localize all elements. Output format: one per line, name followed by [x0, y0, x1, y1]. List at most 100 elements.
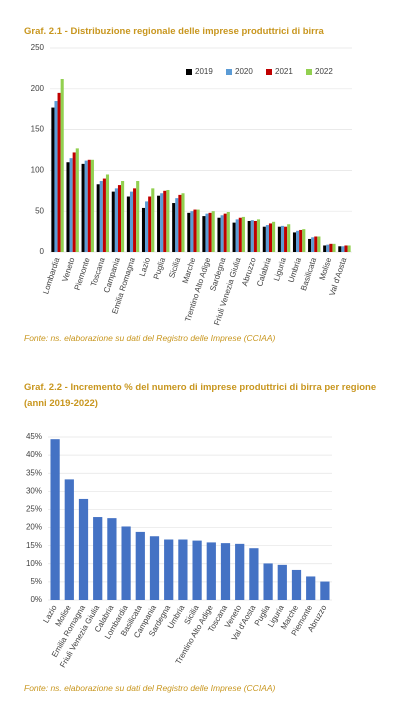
bar	[235, 543, 245, 600]
bar	[160, 193, 164, 252]
bar	[205, 213, 209, 252]
bar	[151, 188, 155, 252]
bar	[220, 215, 224, 252]
bar	[64, 479, 74, 600]
bar	[341, 246, 345, 252]
bar	[347, 245, 351, 252]
bar	[157, 195, 161, 252]
y-tick-label: 50	[35, 206, 44, 215]
bar	[308, 238, 312, 252]
bar	[148, 196, 152, 252]
x-tick-label: Liguria	[272, 256, 288, 282]
bar	[268, 223, 273, 252]
bar	[187, 212, 191, 252]
bar	[166, 189, 170, 252]
bar	[178, 539, 188, 600]
legend-label: 2020	[235, 67, 253, 76]
bar	[72, 152, 76, 252]
bar	[280, 225, 285, 252]
bar	[250, 220, 254, 252]
bar	[178, 194, 182, 252]
x-tick-label: Marche	[181, 256, 198, 285]
y-tick-label: 10%	[26, 559, 42, 568]
y-tick-label: 0	[40, 247, 45, 256]
bar	[99, 181, 103, 252]
legend-swatch	[186, 69, 192, 75]
bar	[277, 564, 287, 600]
bar	[272, 221, 276, 252]
bar	[208, 212, 212, 252]
bar	[145, 201, 149, 252]
x-tick-label: Calabria	[255, 256, 273, 288]
bar	[249, 548, 259, 600]
bar	[262, 226, 266, 252]
bar	[51, 107, 55, 253]
x-tick-label: Lombardia	[41, 256, 61, 295]
bar	[317, 236, 321, 252]
legend-label: 2019	[195, 67, 213, 76]
bar	[202, 216, 206, 252]
bar	[84, 160, 88, 252]
bar	[299, 229, 303, 252]
bar	[338, 246, 342, 252]
bar	[57, 92, 61, 252]
bar	[238, 217, 242, 252]
bar	[206, 542, 216, 600]
x-tick-label: Puglia	[152, 256, 168, 280]
bar	[66, 162, 70, 252]
source-note: Fonte: ns. elaborazione su dati del Regi…	[24, 683, 276, 693]
bar	[256, 219, 261, 252]
y-tick-label: 150	[31, 125, 45, 134]
legend-swatch	[226, 69, 232, 75]
bar	[263, 563, 273, 600]
chart-title: Graf. 2.2 - Incremento % del numero di i…	[24, 382, 377, 409]
bar	[50, 439, 60, 600]
bar	[232, 222, 236, 252]
y-tick-label: 20%	[26, 523, 42, 532]
bar	[306, 576, 316, 600]
bar	[284, 226, 288, 252]
bar	[223, 213, 227, 252]
bar	[311, 237, 315, 252]
bar	[320, 581, 330, 600]
y-tick-label: 250	[31, 43, 45, 52]
bar	[329, 243, 333, 252]
x-tick-label: Molise	[318, 256, 334, 281]
bar	[135, 531, 145, 600]
bar	[129, 191, 134, 252]
bar	[149, 536, 160, 600]
bar	[226, 212, 230, 252]
y-tick-label: 40%	[26, 450, 42, 459]
bar	[287, 224, 291, 252]
legend-swatch	[306, 69, 312, 75]
bar	[314, 236, 318, 252]
bar	[111, 191, 115, 252]
bar	[107, 518, 117, 600]
bar	[96, 184, 100, 252]
bar	[136, 181, 140, 252]
bar	[141, 207, 146, 252]
bar	[172, 203, 176, 252]
bar	[217, 217, 221, 252]
bar	[87, 159, 91, 252]
bar	[81, 163, 85, 252]
bar	[296, 230, 300, 252]
bar	[75, 148, 79, 252]
bar	[192, 540, 202, 600]
bar	[326, 244, 330, 252]
bar	[190, 211, 194, 252]
bar	[292, 232, 297, 252]
bar	[105, 174, 110, 252]
y-tick-label: 5%	[30, 577, 42, 586]
bar	[126, 196, 130, 252]
bar	[60, 79, 64, 253]
y-tick-label: 30%	[26, 486, 42, 495]
bar	[175, 198, 179, 252]
bar	[114, 188, 118, 252]
bar	[253, 220, 257, 252]
x-tick-label: Sicilia	[167, 256, 182, 279]
bar	[90, 159, 94, 252]
legend-label: 2022	[315, 67, 333, 76]
bar	[121, 526, 131, 600]
